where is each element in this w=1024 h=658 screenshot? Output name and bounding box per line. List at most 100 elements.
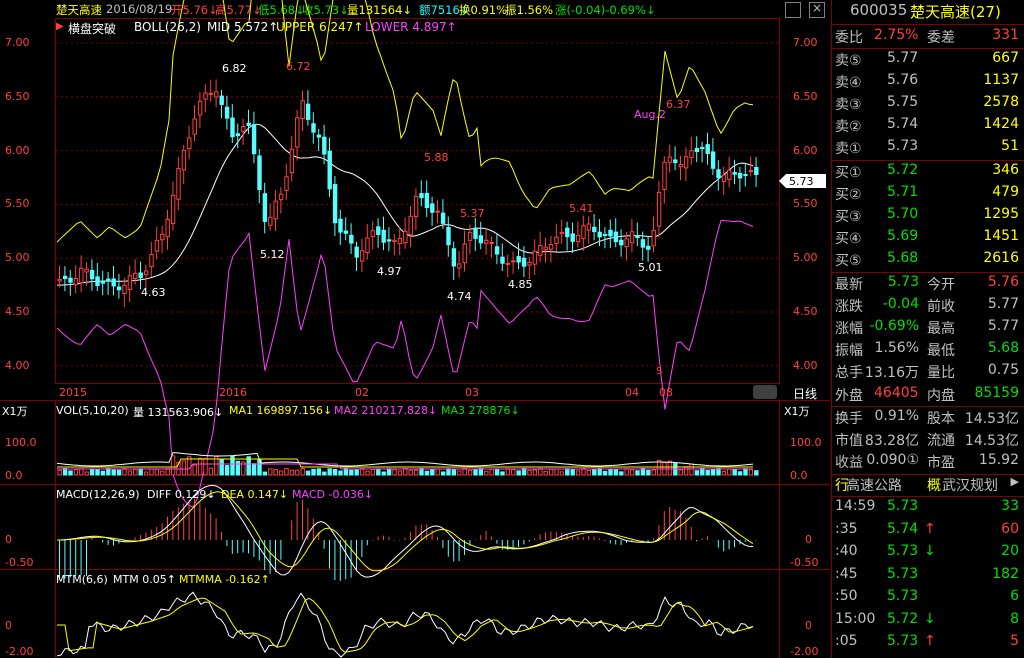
candle-body [268, 216, 273, 226]
annot-high-6: 6.37 [666, 98, 691, 111]
fund-label: 流通 [927, 433, 955, 449]
volume-bar [295, 469, 300, 476]
volume-bar [737, 471, 743, 476]
expand-arrow-icon[interactable]: ▶ [56, 21, 64, 32]
strategy-label[interactable]: 横盘突破 [68, 22, 117, 36]
volume-bar [332, 468, 338, 476]
buy-row[interactable]: 买⑤ 5.68 2616 [832, 249, 1024, 271]
candle-body [316, 134, 322, 138]
change-value: 涨(-0.04)-0.69%↓ [555, 3, 656, 17]
tick-arrow-icon: ↓ [924, 543, 936, 559]
candle-body [160, 233, 165, 241]
buy-price[interactable]: 5.69 [887, 228, 919, 244]
sell-price[interactable]: 5.74 [887, 116, 919, 132]
candle-body [683, 156, 689, 169]
fund-value: 0.91% [874, 408, 919, 424]
s-marker: S [656, 366, 663, 377]
industry-row[interactable]: 行 高速公路 概 武汉规划 ▶ [832, 474, 1024, 496]
restore-button[interactable] [785, 2, 801, 18]
candle-body [624, 238, 629, 248]
wei-bi-row: 委比 2.75% 委差 331 [832, 26, 1024, 48]
stat-value: 5.77 [987, 318, 1019, 334]
candle-body [133, 272, 138, 279]
tick-volume: 8 [1010, 610, 1019, 627]
wei-cha-label: 委差 [927, 30, 955, 46]
candle-body [149, 253, 154, 268]
candle-body [79, 267, 84, 284]
boll-label: BOLL(26,2) [134, 20, 201, 34]
sell-row[interactable]: 卖② 5.74 1424 [832, 115, 1024, 137]
buy-price[interactable]: 5.71 [887, 184, 919, 200]
period-button[interactable]: 日线 [793, 387, 818, 401]
volume-bar [608, 468, 613, 476]
stat-value: 5.77 [987, 296, 1019, 312]
buy-label: 买④ [835, 231, 862, 247]
volume-bar [289, 469, 295, 476]
sell-price[interactable]: 5.73 [887, 138, 919, 154]
y-tick-label-right: 5.50 [793, 197, 818, 211]
volume-bar [494, 468, 500, 476]
volume-bar [732, 468, 737, 476]
buy-row[interactable]: 买④ 5.69 1451 [832, 227, 1024, 249]
close-button[interactable]: × [809, 1, 825, 18]
sell-price[interactable]: 5.76 [887, 72, 919, 88]
sell-label: 卖④ [835, 75, 862, 91]
candle-body [127, 275, 133, 290]
volume-bar [408, 469, 413, 476]
buy-price[interactable]: 5.70 [887, 206, 919, 222]
buy-row[interactable]: 买③ 5.70 1295 [832, 205, 1024, 227]
volume-bar [322, 471, 327, 476]
buy-price[interactable]: 5.72 [887, 162, 919, 178]
sell-price[interactable]: 5.77 [887, 50, 919, 66]
buy-price[interactable]: 5.68 [887, 250, 919, 266]
candle-body [278, 193, 284, 201]
sell-row[interactable]: 卖⑤ 5.77 667 [832, 49, 1024, 71]
wei-cha-value: 331 [992, 27, 1019, 43]
annot-low-1: 5.12 [260, 248, 285, 261]
vol-ma3-value: MA3 278876↓ [441, 404, 520, 417]
annot-low-5: 5.01 [638, 261, 663, 274]
concept-value[interactable]: 武汉规划 [942, 478, 998, 494]
x-label-2015: 2015 [59, 386, 87, 399]
scroll-thumb[interactable] [753, 385, 777, 399]
volume-bar [181, 460, 187, 476]
tick-time: :40 [835, 543, 858, 559]
volume-bar [473, 469, 478, 476]
wai-pan-label: 外盘 [835, 388, 863, 404]
volume-bar [122, 468, 127, 476]
sell-price[interactable]: 5.75 [887, 94, 919, 110]
volume-bar [170, 455, 176, 476]
stock-name: 楚天高速 [56, 3, 102, 17]
event-marker-aug2[interactable]: Aug.2 [634, 108, 666, 121]
quote-stock-name: 楚天高速(27) [910, 3, 1001, 21]
candle-body [743, 174, 748, 177]
tick-price: 5.73 [887, 633, 919, 649]
fund-label: 换手 [835, 411, 863, 427]
candle-body [73, 278, 79, 286]
candle-body [68, 277, 73, 283]
candle-body [116, 286, 122, 291]
scroll-right-icon[interactable]: ▶ [1010, 475, 1019, 488]
buy-volume: 2616 [983, 250, 1019, 266]
candle-body [322, 136, 327, 155]
volume-bar [160, 470, 165, 476]
candle-body [95, 276, 100, 286]
buy-row[interactable]: 买② 5.71 479 [832, 183, 1024, 205]
stats-row: 最新 5.73 今开 5.76 [832, 273, 1024, 295]
candle-body [662, 161, 667, 191]
volume-bar [273, 468, 278, 476]
buy-row[interactable]: 买① 5.72 346 [832, 161, 1024, 183]
tick-time: :35 [835, 520, 858, 537]
volume-bar [397, 470, 403, 476]
volume-bar [165, 468, 170, 476]
industry-value[interactable]: 高速公路 [846, 478, 902, 494]
sell-row[interactable]: 卖③ 5.75 2578 [832, 93, 1024, 115]
volume-bar [268, 468, 273, 476]
buy-label: 买② [835, 187, 862, 203]
volume-bar [689, 463, 694, 476]
sell-row[interactable]: 卖④ 5.76 1137 [832, 71, 1024, 93]
candle-body [716, 169, 721, 179]
volume-bar [446, 468, 451, 476]
volume-bar [370, 468, 376, 476]
sell-row[interactable]: 卖① 5.73 51 [832, 137, 1024, 159]
